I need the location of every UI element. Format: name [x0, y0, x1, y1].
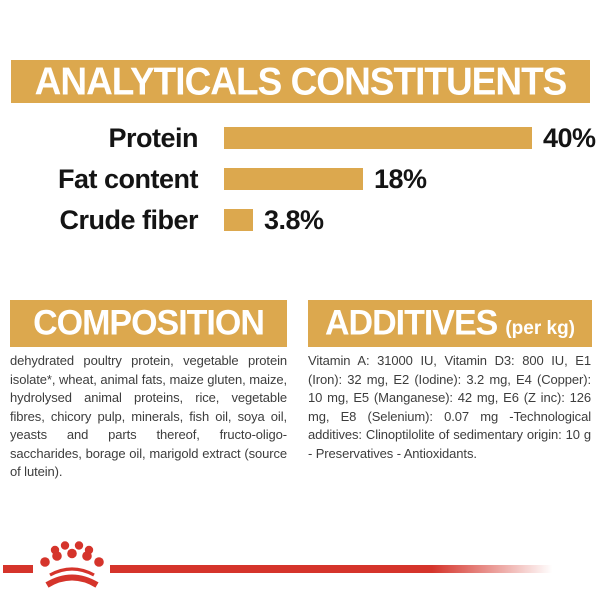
analytical-constituents-title: ANALYTICALS CONSTITUENTS: [34, 59, 568, 103]
chart-row-crude-fiber: Crude fiber 3.8%: [0, 205, 324, 235]
bar-fat-content: [224, 168, 363, 190]
additives-body-text: Vitamin A: 31000 IU, Vitamin D3: 800 IU,…: [308, 353, 591, 461]
additives-header: ADDITIVES (per kg): [308, 300, 592, 347]
additives-title: ADDITIVES: [324, 303, 498, 343]
royal-canin-crown-icon: [40, 541, 104, 588]
red-divider-line-left: [3, 565, 33, 573]
bar-label-fat-content: Fat content: [58, 163, 199, 194]
composition-header: COMPOSITION: [10, 300, 287, 347]
red-divider-line-right: [110, 565, 557, 573]
bar-value-fat-content: 18%: [374, 163, 427, 194]
bar-value-crude-fiber: 3.8%: [264, 204, 324, 235]
composition-body-text: dehydrated poultry protein, vegetable pr…: [10, 353, 287, 479]
bar-crude-fiber: [224, 209, 253, 231]
composition-title: COMPOSITION: [33, 303, 265, 343]
bar-label-protein: Protein: [108, 122, 198, 153]
chart-row-protein: Protein 40%: [0, 123, 596, 153]
additives-title-per-kg: (per kg): [505, 318, 576, 339]
chart-row-fat-content: Fat content 18%: [0, 164, 427, 194]
bar-label-crude-fiber: Crude fiber: [59, 204, 198, 235]
bar-value-protein: 40%: [543, 122, 596, 153]
analytical-constituents-header: ANALYTICALS CONSTITUENTS: [11, 60, 590, 103]
bar-protein: [224, 127, 532, 149]
